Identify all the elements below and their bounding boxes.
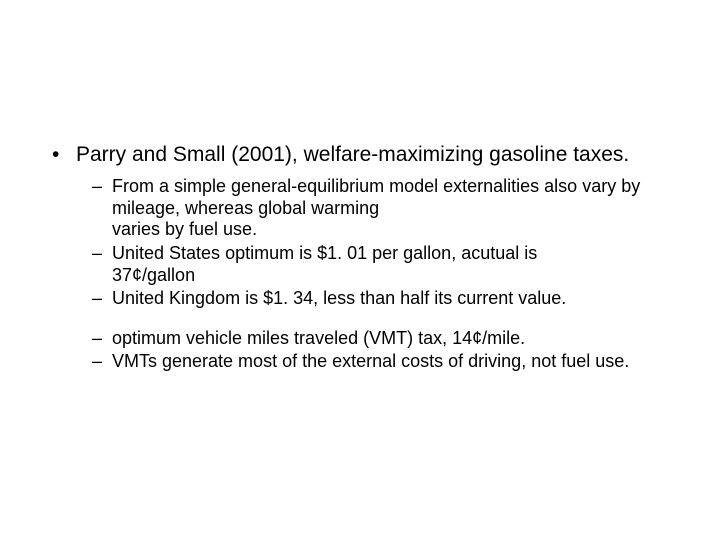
sub-bullet-item: – VMTs generate most of the external cos… <box>40 351 680 373</box>
main-bullet-text: Parry and Small (2001), welfare-maximizi… <box>76 143 629 166</box>
sub-bullet-text: VMTs generate most of the external costs… <box>112 351 629 371</box>
bullet-dot-icon: • <box>52 142 59 168</box>
sub-bullet-text: From a simple general-equilibrium model … <box>112 176 640 239</box>
main-bullet-item: • Parry and Small (2001), welfare-maximi… <box>40 142 680 168</box>
sub-bullet-text: United States optimum is $1. 01 per gall… <box>112 243 537 285</box>
sub-bullet-group-2: – optimum vehicle miles traveled (VMT) t… <box>40 328 680 373</box>
sub-bullet-group-1: – From a simple general-equilibrium mode… <box>40 176 680 310</box>
bullet-dash-icon: – <box>92 176 102 198</box>
sub-bullet-item: – United Kingdom is $1. 34, less than ha… <box>40 288 680 310</box>
bullet-dash-icon: – <box>92 288 102 310</box>
sub-bullet-item: – United States optimum is $1. 01 per ga… <box>40 243 680 286</box>
sub-bullet-text: United Kingdom is $1. 34, less than half… <box>112 288 566 308</box>
sub-bullet-item: – From a simple general-equilibrium mode… <box>40 176 680 241</box>
bullet-dash-icon: – <box>92 328 102 350</box>
sub-bullet-text: optimum vehicle miles traveled (VMT) tax… <box>112 328 525 348</box>
sub-bullet-item: – optimum vehicle miles traveled (VMT) t… <box>40 328 680 350</box>
bullet-dash-icon: – <box>92 351 102 373</box>
bullet-dash-icon: – <box>92 243 102 265</box>
